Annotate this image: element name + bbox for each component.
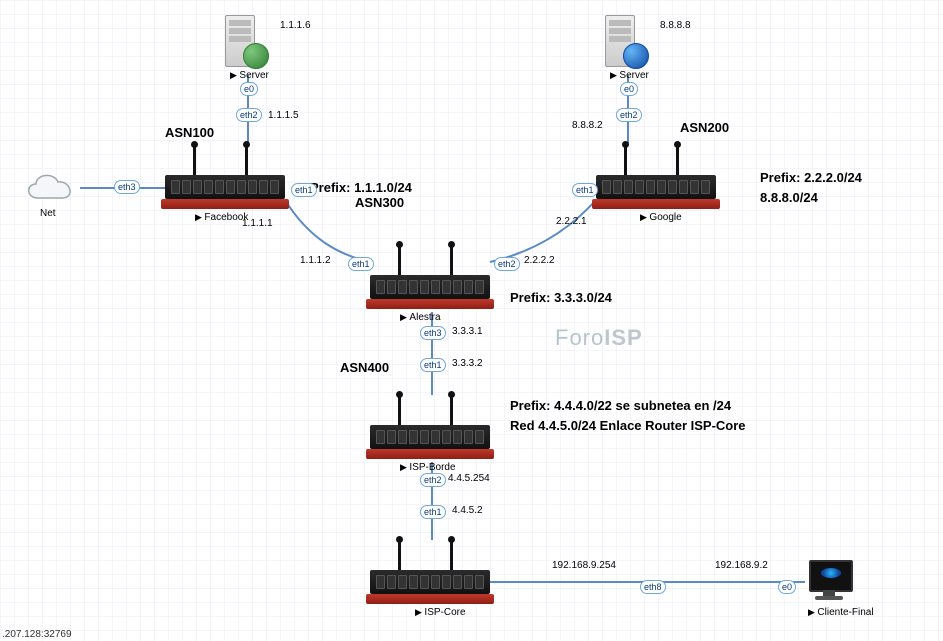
ip-label: 1.1.1.2 xyxy=(300,255,331,266)
caption-server-gg: Server xyxy=(610,70,649,81)
ip-label: 192.168.9.254 xyxy=(552,560,616,571)
ip-label: 4.4.5.254 xyxy=(448,473,490,484)
prefix2-isp-borde: Red 4.4.5.0/24 Enlace Router ISP-Core xyxy=(510,418,746,433)
ip-label: 4.4.5.2 xyxy=(452,505,483,516)
ip-label: 192.168.9.2 xyxy=(715,560,768,571)
port-badge: eth2 xyxy=(236,108,262,122)
status-bar: .207.128:32769 xyxy=(2,629,72,640)
port-badge: eth1 xyxy=(291,183,317,197)
caption-google: Google xyxy=(640,212,682,223)
caption-facebook: Facebook xyxy=(195,212,248,223)
port-badge: eth8 xyxy=(640,580,666,594)
prefix-facebook: Prefix: 1.1.1.0/24 xyxy=(310,180,412,195)
server-google xyxy=(605,15,651,75)
watermark-right: ISP xyxy=(604,325,642,350)
server-facebook xyxy=(225,15,271,75)
prefix-isp-borde: Prefix: 4.4.4.0/22 se subnetea en /24 xyxy=(510,398,731,413)
port-badge: eth2 xyxy=(420,473,446,487)
prefix-alestra: Prefix: 3.3.3.0/24 xyxy=(510,290,612,305)
pc-cliente-final xyxy=(805,560,853,604)
asn-facebook: ASN100 xyxy=(165,125,214,140)
port-badge: eth2 xyxy=(494,257,520,271)
port-badge: eth3 xyxy=(420,326,446,340)
ip-label: 2.2.2.2 xyxy=(524,255,555,266)
prefix-google: Prefix: 2.2.2.0/24 xyxy=(760,170,862,185)
prefix2-google: 8.8.8.0/24 xyxy=(760,190,818,205)
cloud-net xyxy=(20,170,80,206)
ip-label: 2.2.2.1 xyxy=(556,216,587,227)
ip-server-gg: 8.8.8.8 xyxy=(660,20,691,31)
asn-google: ASN200 xyxy=(680,120,729,135)
port-badge: eth2 xyxy=(616,108,642,122)
port-badge: eth1 xyxy=(348,257,374,271)
port-badge: e0 xyxy=(778,580,796,594)
asn-alestra: ASN300 xyxy=(355,195,404,210)
caption-server-fb: Server xyxy=(230,70,269,81)
caption-alestra: Alestra xyxy=(400,312,441,323)
watermark-left: Foro xyxy=(555,325,604,350)
port-badge: eth1 xyxy=(420,505,446,519)
diagram-canvas: ForoISP Net Server Server Facebook Googl… xyxy=(0,0,943,641)
caption-isp-borde: ISP-Borde xyxy=(400,462,456,473)
caption-cliente: Cliente-Final xyxy=(808,607,874,618)
port-badge: eth1 xyxy=(420,358,446,372)
port-badge: e0 xyxy=(240,82,258,96)
ip-label: 3.3.3.1 xyxy=(452,326,483,337)
caption-isp-core: ISP-Core xyxy=(415,607,466,618)
cloud-label: Net xyxy=(40,208,56,219)
watermark: ForoISP xyxy=(555,325,643,351)
port-badge: eth1 xyxy=(572,183,598,197)
ip-label: 3.3.3.2 xyxy=(452,358,483,369)
port-badge: e0 xyxy=(620,82,638,96)
ip-server-fb: 1.1.1.6 xyxy=(280,20,311,31)
ip-label: 1.1.1.1 xyxy=(242,218,273,229)
ip-label: 1.1.1.5 xyxy=(268,110,299,121)
asn-isp-borde: ASN400 xyxy=(340,360,389,375)
ip-label: 8.8.8.2 xyxy=(572,120,603,131)
port-badge: eth3 xyxy=(114,180,140,194)
